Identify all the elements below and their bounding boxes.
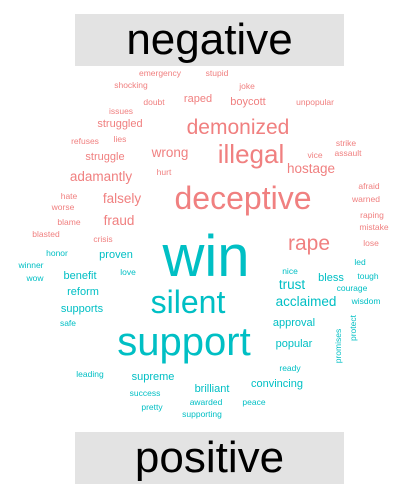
word-win: win: [161, 224, 249, 289]
word-lose: lose: [363, 238, 379, 248]
word-lies: lies: [114, 134, 127, 144]
word-boycott: boycott: [230, 96, 265, 108]
word-raping: raping: [360, 210, 384, 220]
word-assault: assault: [335, 148, 363, 158]
word-illegal: illegal: [218, 139, 285, 169]
negative-group-label-text: negative: [126, 15, 293, 64]
word-joke: joke: [238, 81, 255, 91]
word-bless: bless: [318, 272, 344, 284]
word-struggle: struggle: [85, 151, 124, 163]
word-pretty: pretty: [141, 402, 163, 412]
word-issues: issues: [109, 106, 133, 116]
word-silent: silent: [151, 284, 226, 320]
word-warned: warned: [351, 194, 380, 204]
word-awarded: awarded: [190, 397, 223, 407]
word-demonized: demonized: [187, 116, 290, 139]
word-proven: proven: [99, 249, 133, 261]
word-approval: approval: [273, 317, 315, 329]
word-winner: winner: [17, 260, 43, 270]
word-rape: rape: [288, 232, 330, 255]
word-tough: tough: [357, 271, 379, 281]
word-led: led: [354, 257, 366, 267]
word-acclaimed: acclaimed: [276, 294, 337, 309]
word-honor: honor: [46, 248, 68, 258]
word-convincing: convincing: [251, 378, 303, 390]
word-stupid: stupid: [206, 68, 229, 78]
word-brilliant: brilliant: [195, 383, 230, 395]
word-promises: promises: [333, 329, 343, 363]
word-supports: supports: [61, 303, 104, 315]
word-ready: ready: [279, 363, 301, 373]
word-strike: strike: [336, 138, 357, 148]
word-peace: peace: [242, 397, 265, 407]
word-wow: wow: [25, 273, 44, 283]
word-hurt: hurt: [157, 167, 172, 177]
word-vice: vice: [307, 150, 322, 160]
word-supporting: supporting: [182, 409, 222, 419]
word-popular: popular: [276, 338, 313, 350]
word-reform: reform: [67, 286, 99, 298]
positive-group-label: positive: [75, 432, 344, 484]
word-wrong: wrong: [151, 145, 189, 160]
word-hate: hate: [61, 191, 78, 201]
word-doubt: doubt: [143, 97, 165, 107]
word-benefit: benefit: [63, 270, 96, 282]
word-afraid: afraid: [358, 181, 380, 191]
positive-group-label-text: positive: [134, 433, 285, 482]
word-struggled: struggled: [97, 118, 142, 130]
word-refuses: refuses: [71, 136, 99, 146]
word-safe: safe: [60, 318, 76, 328]
word-deceptive: deceptive: [175, 180, 312, 216]
word-emergency: emergency: [139, 68, 182, 78]
word-crisis: crisis: [93, 234, 112, 244]
word-falsely: falsely: [103, 191, 142, 206]
word-courage: courage: [337, 283, 368, 293]
word-adamantly: adamantly: [70, 169, 133, 184]
word-protect: protect: [348, 314, 358, 341]
word-fraud: fraud: [104, 213, 135, 228]
word-hostage: hostage: [287, 161, 335, 176]
word-supreme: supreme: [132, 371, 175, 383]
word-success: success: [130, 388, 161, 398]
word-shocking: shocking: [114, 80, 148, 90]
word-trust: trust: [279, 277, 306, 292]
word-love: love: [120, 267, 136, 277]
word-support: support: [117, 320, 250, 364]
word-blasted: blasted: [32, 229, 60, 239]
negative-group-label: negative: [75, 14, 344, 66]
word-blame: blame: [57, 217, 80, 227]
word-wisdom: wisdom: [351, 296, 381, 306]
word-raped: raped: [184, 93, 212, 105]
word-worse: worse: [51, 202, 75, 212]
word-nice: nice: [282, 266, 298, 276]
word-unpopular: unpopular: [296, 97, 334, 107]
word-mistake: mistake: [359, 222, 389, 232]
word-leading: leading: [76, 369, 104, 379]
